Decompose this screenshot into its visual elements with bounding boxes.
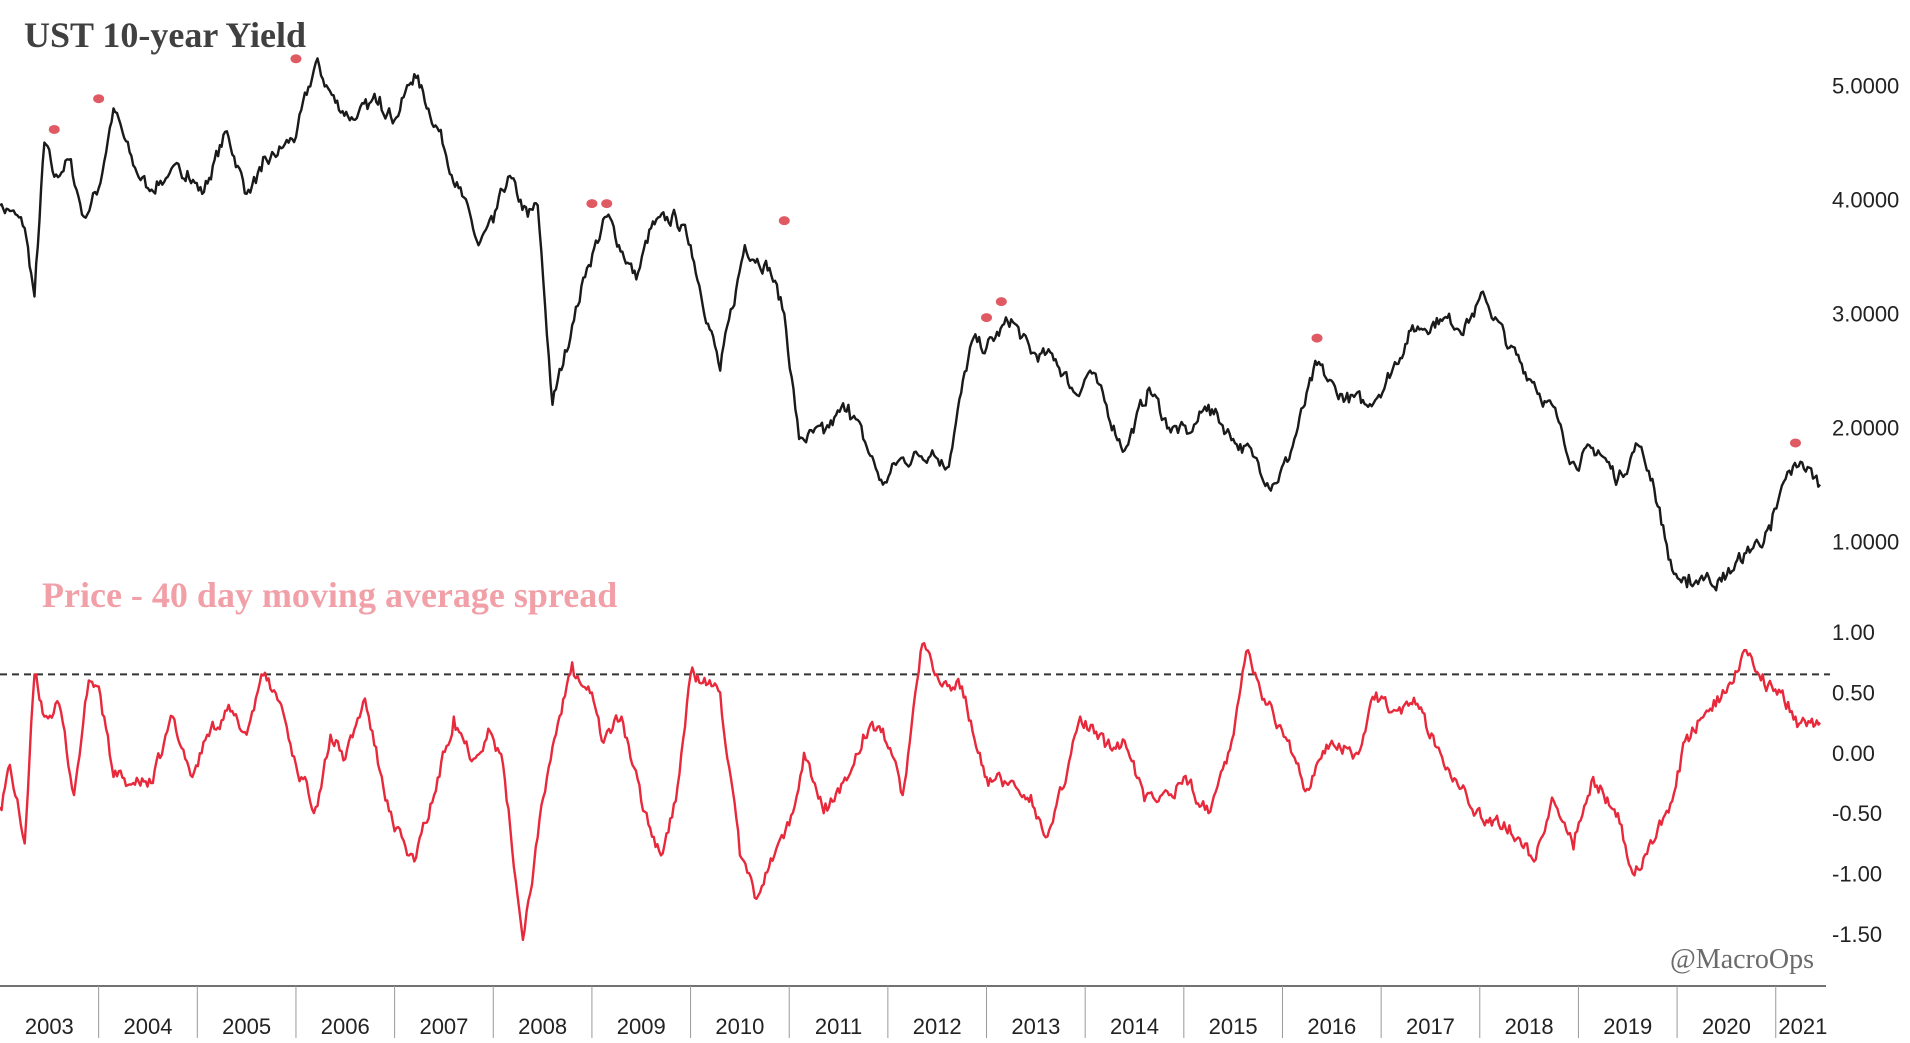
- x-tick-label-5: 2008: [518, 1014, 567, 1038]
- spread-tick-3: -0.50: [1832, 801, 1882, 826]
- x-tick-label-15: 2018: [1505, 1014, 1554, 1038]
- x-tick-label-13: 2016: [1307, 1014, 1356, 1038]
- yield-peak-marker-4: [601, 199, 613, 209]
- yield-series-line-0: [0, 57, 1822, 592]
- x-tick-label-2: 2005: [222, 1014, 271, 1038]
- yield-tick-1: 4.0000: [1832, 188, 1899, 213]
- x-tick-label-10: 2013: [1011, 1014, 1060, 1038]
- x-axis: 2003 2004 2005 2006 2007 2008 2009 2010 2011 2012…: [0, 985, 1827, 1039]
- x-tick-label-8: 2011: [815, 1014, 862, 1038]
- yield-peak-marker-1: [93, 94, 105, 104]
- spread-tick-2: 0.00: [1832, 741, 1875, 766]
- watermark-label: @MacroOps: [1670, 944, 1814, 975]
- x-tick-label-7: 2010: [715, 1014, 764, 1038]
- x-tick-label-18: 2021: [1778, 1014, 1827, 1038]
- yield-tick-0: 5.0000: [1832, 74, 1899, 99]
- x-tick-label-16: 2019: [1603, 1014, 1652, 1038]
- x-tick-label-11: 2014: [1110, 1014, 1159, 1038]
- yield-peak-marker-9: [1789, 438, 1801, 448]
- yield-chart: 5.0000 4.0000 3.0000 2.0000 1.0000: [0, 54, 1899, 592]
- spread-tick-0: 1.00: [1832, 620, 1875, 645]
- x-tick-label-17: 2020: [1702, 1014, 1751, 1038]
- yield-peak-marker-0: [48, 124, 60, 134]
- spread-tick-5: -1.50: [1832, 922, 1882, 947]
- bottom-chart-title: Price - 40 day moving average spread: [42, 575, 618, 615]
- spread-chart: 1.00 0.50 0.00 -0.50 -1.00 -1.50: [0, 620, 1882, 947]
- x-tick-label-3: 2006: [321, 1014, 370, 1038]
- x-tick-label-0: 2003: [25, 1014, 74, 1038]
- spread-series-line-0: [0, 642, 1822, 942]
- spread-tick-1: 0.50: [1832, 680, 1875, 705]
- yield-peak-marker-6: [981, 313, 993, 323]
- yield-peak-marker-2: [290, 54, 302, 64]
- yield-tick-3: 2.0000: [1832, 416, 1899, 441]
- x-tick-label-6: 2009: [617, 1014, 666, 1038]
- yield-peak-marker-5: [778, 216, 790, 226]
- x-tick-label-9: 2012: [913, 1014, 962, 1038]
- yield-peak-marker-8: [1311, 333, 1323, 343]
- x-tick-label-12: 2015: [1209, 1014, 1258, 1038]
- x-tick-label-14: 2017: [1406, 1014, 1455, 1038]
- x-tick-label-4: 2007: [419, 1014, 468, 1038]
- top-chart-title: UST 10-year Yield: [24, 15, 307, 55]
- yield-peak-marker-7: [995, 297, 1007, 307]
- x-tick-label-1: 2004: [124, 1014, 173, 1038]
- yield-tick-2: 3.0000: [1832, 302, 1899, 327]
- spread-tick-4: -1.00: [1832, 862, 1882, 887]
- yield-tick-4: 1.0000: [1832, 530, 1899, 555]
- yield-peak-marker-3: [586, 199, 598, 209]
